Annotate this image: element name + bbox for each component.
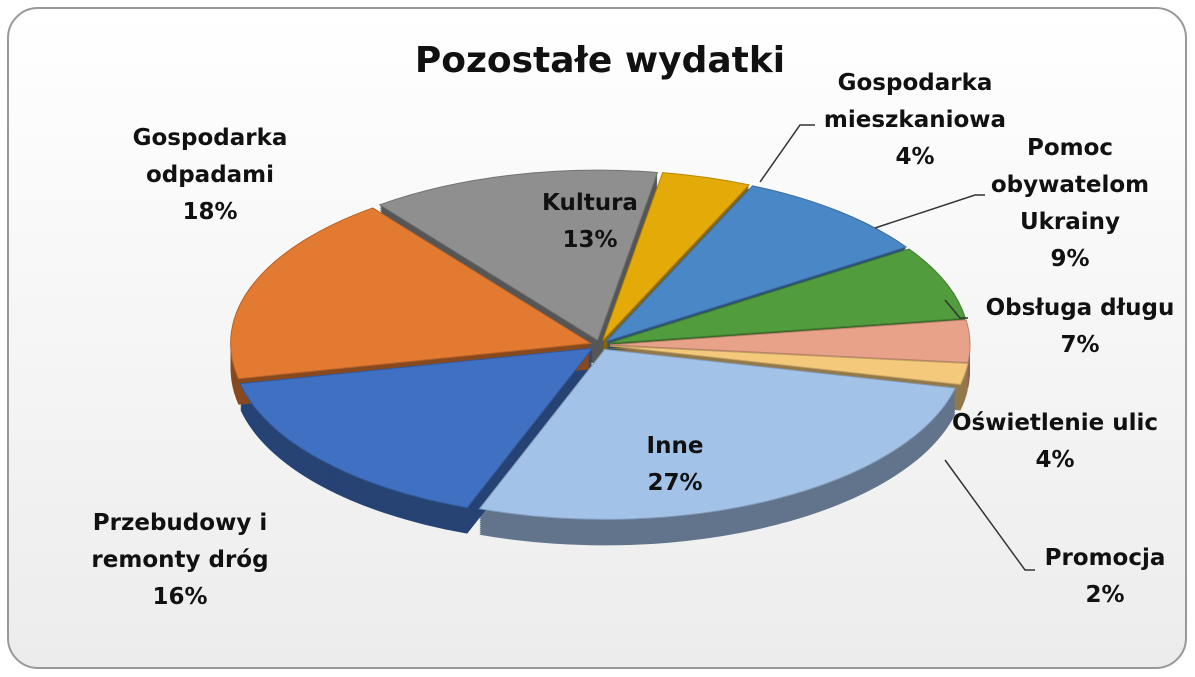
leader-line bbox=[944, 459, 1035, 571]
slice bbox=[230, 207, 593, 380]
slice bbox=[609, 248, 967, 344]
category-label: Obsługa długu bbox=[985, 295, 1175, 321]
slice-label: Przebudowy i remonty dróg 16% bbox=[65, 505, 295, 616]
leader-line bbox=[759, 124, 815, 183]
category-label: Inne bbox=[646, 433, 704, 459]
leader-lines bbox=[759, 124, 1035, 571]
slice-label: Inne 27% bbox=[560, 428, 790, 502]
value-label: 27% bbox=[647, 470, 703, 496]
value-label: 2% bbox=[1085, 582, 1125, 608]
category-label: Promocja bbox=[1044, 545, 1166, 571]
value-label: 16% bbox=[152, 584, 208, 610]
slice bbox=[609, 345, 969, 386]
category-label: Oświetlenie ulic bbox=[951, 410, 1159, 436]
value-label: 9% bbox=[1050, 246, 1090, 272]
leader-line bbox=[874, 194, 985, 229]
slice-label: Gospodarka mieszkaniowa 4% bbox=[800, 65, 1030, 176]
value-label: 18% bbox=[182, 199, 238, 225]
slice-label: Obsługa długu 7% bbox=[965, 290, 1195, 364]
value-label: 4% bbox=[1035, 447, 1075, 473]
slice-label: Oświetlenie ulic 4% bbox=[940, 405, 1170, 479]
value-label: 7% bbox=[1060, 332, 1100, 358]
category-label: Pomoc obywatelom Ukrainy bbox=[990, 135, 1150, 235]
pie bbox=[230, 169, 971, 546]
category-label: Gospodarka mieszkaniowa bbox=[823, 70, 1007, 133]
slice-label: Promocja 2% bbox=[990, 540, 1195, 614]
slice-side bbox=[609, 347, 968, 387]
slice bbox=[478, 348, 957, 520]
slice bbox=[239, 347, 594, 509]
slice bbox=[602, 172, 751, 341]
category-label: Gospodarka odpadami bbox=[132, 125, 288, 188]
chart-title: Pozostałe wydatki bbox=[414, 40, 786, 81]
value-label: 13% bbox=[562, 227, 618, 253]
slice bbox=[609, 319, 971, 364]
leader-line bbox=[944, 299, 968, 319]
slice-label: Pomoc obywatelom Ukrainy 9% bbox=[955, 130, 1185, 278]
slice-label: Gospodarka odpadami 18% bbox=[95, 120, 325, 231]
slice bbox=[604, 185, 908, 343]
category-label: Przebudowy i remonty dróg bbox=[91, 510, 269, 573]
slice-label: Kultura 13% bbox=[475, 185, 705, 259]
slice bbox=[378, 169, 659, 341]
value-label: 4% bbox=[895, 144, 935, 170]
category-label: Kultura bbox=[542, 190, 638, 216]
